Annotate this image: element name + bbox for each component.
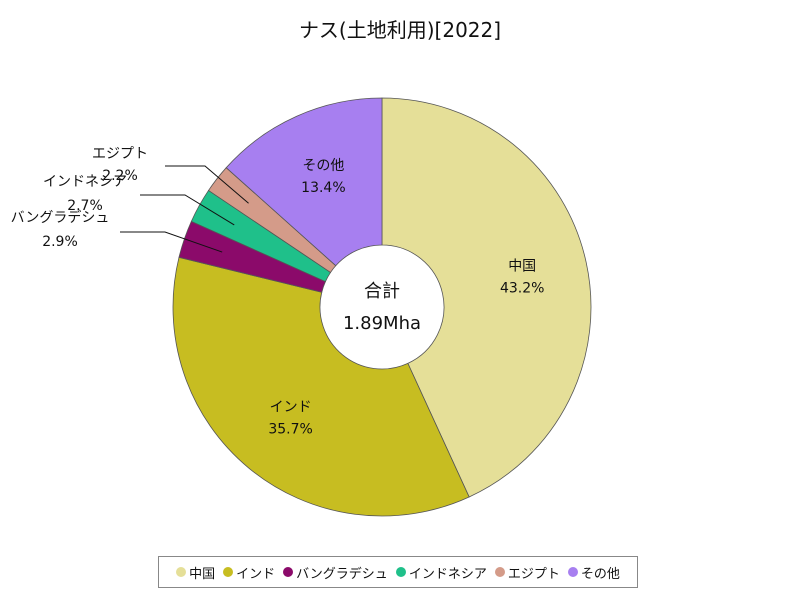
slice-label-value: 43.2%: [500, 280, 544, 296]
slice-label-value: 2.2%: [102, 168, 138, 184]
legend-label: インド: [236, 566, 276, 582]
pie-slice-5: [225, 97, 383, 267]
slice-label-name: バングラデシュ: [11, 209, 110, 226]
slice-label-name: エジプト: [92, 146, 148, 162]
legend-item: インドネシア: [395, 563, 487, 582]
legend-swatch: [567, 567, 578, 577]
legend-label: 中国: [189, 566, 216, 582]
slice-label-name: 中国: [508, 258, 536, 274]
legend-label: その他: [580, 566, 620, 582]
legend-swatch: [223, 567, 234, 577]
chart-title: ナス(土地利用)[2022]: [298, 18, 502, 42]
center-total-value: 1.89Mha: [343, 313, 421, 334]
legend: 中国 インド バングラデシュ インドネシア エジプト その他: [158, 556, 638, 588]
legend-item: エジプト: [494, 563, 560, 582]
slice-label-name: その他: [302, 158, 344, 174]
slice-label-value: 2.9%: [42, 234, 78, 250]
legend-item: バングラデシュ: [283, 563, 388, 582]
leader-line: [120, 231, 223, 253]
slice-label-value: 13.4%: [301, 180, 345, 196]
legend-item: その他: [567, 563, 620, 582]
legend-label: バングラデシュ: [296, 566, 388, 582]
center-total-label: 合計: [364, 281, 400, 302]
legend-item: インド: [223, 563, 275, 582]
pie-slice-1: [172, 256, 470, 517]
legend-swatch: [283, 567, 294, 577]
legend-swatch: [395, 567, 406, 577]
legend-label: エジプト: [507, 566, 560, 582]
legend-label: インドネシア: [408, 566, 487, 582]
leader-line: [165, 165, 249, 204]
slice-label-name: インド: [270, 400, 312, 416]
legend-swatch: [494, 567, 505, 577]
pie-slice-0: [381, 97, 592, 498]
legend-swatch: [176, 567, 187, 577]
legend-item: 中国: [176, 563, 215, 582]
slice-label-value: 2.7%: [67, 198, 103, 214]
slice-label-value: 35.7%: [268, 422, 312, 438]
leader-line: [140, 194, 235, 226]
slice-label-name: インドネシア: [43, 174, 127, 190]
